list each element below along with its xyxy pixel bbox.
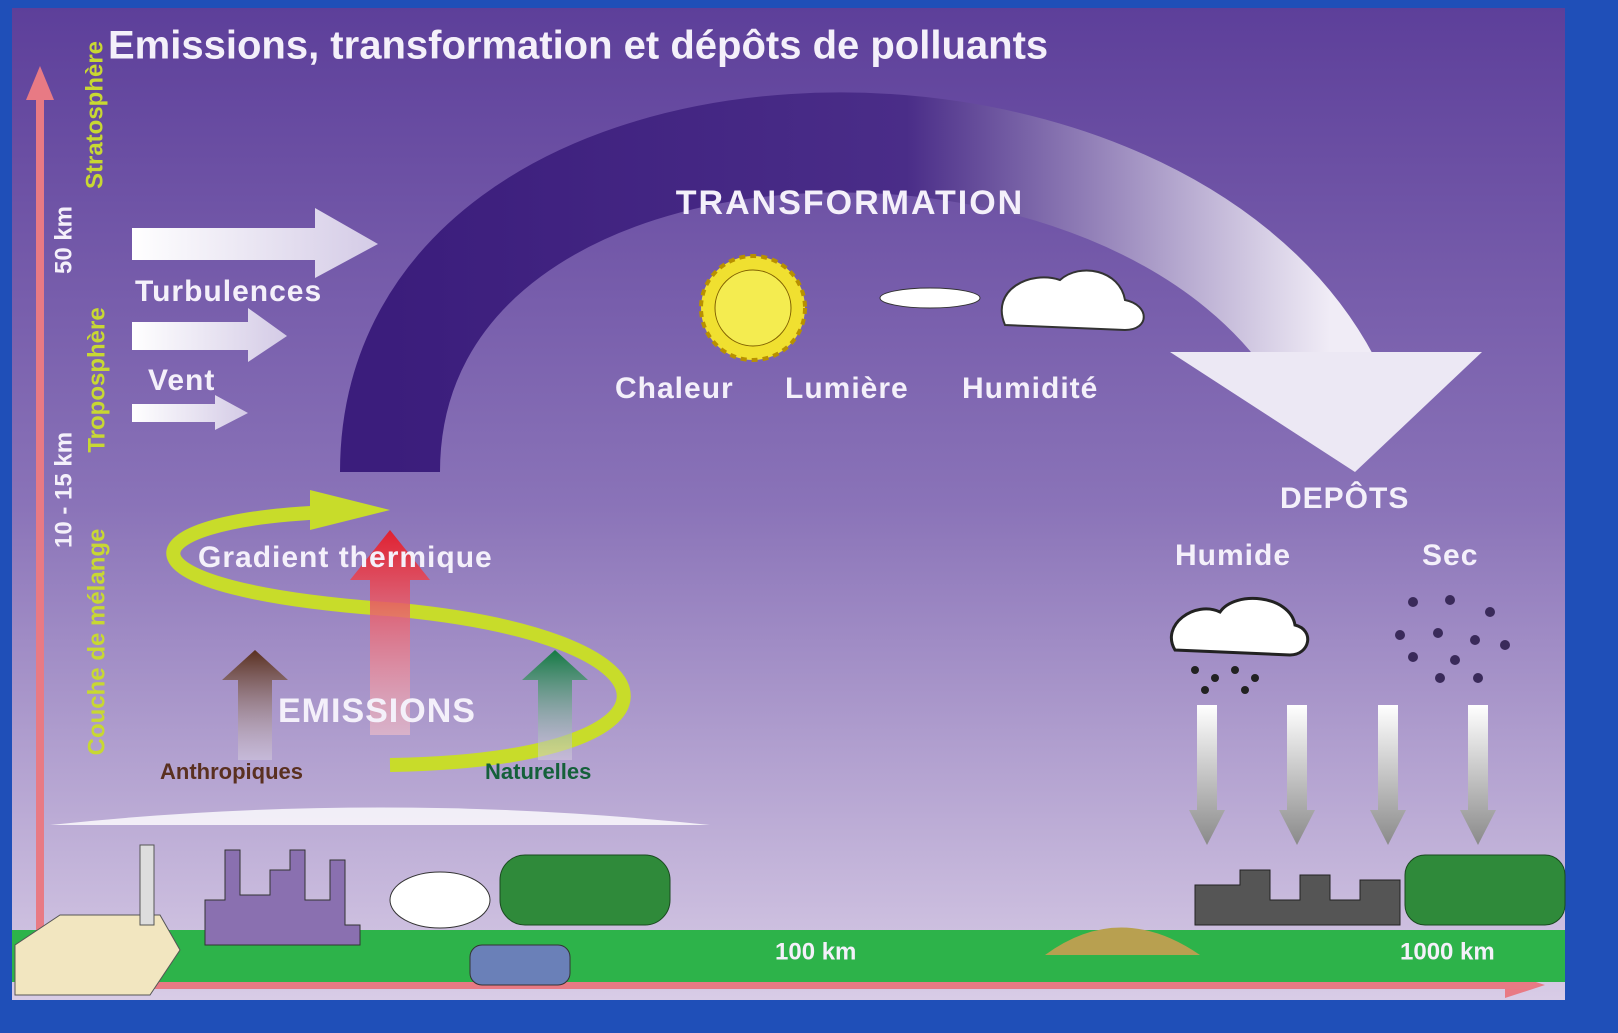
anthropic-arrow — [222, 650, 288, 760]
source-label: Anthropiques — [160, 759, 303, 784]
deposit-arrows — [1189, 705, 1496, 845]
car — [469, 944, 571, 986]
deposits-title: DEPÔTS — [1280, 481, 1409, 515]
axis-head — [26, 66, 54, 100]
rain-cloud — [1170, 597, 1310, 657]
title: Emissions, transformation et dépôts de p… — [108, 24, 1048, 68]
emissions-title: EMISSIONS — [278, 692, 476, 730]
houses — [14, 914, 181, 996]
deposit-type: Sec — [1422, 539, 1478, 572]
haze — [50, 807, 710, 825]
factor-label: Humidité — [962, 372, 1098, 405]
cloud — [1000, 269, 1145, 332]
chimney — [139, 844, 155, 926]
wind-label: Vent — [148, 364, 215, 397]
distance-label: 1000 km — [1400, 938, 1495, 965]
thermal-arrow — [350, 530, 430, 735]
troposphere-height: 10 - 15 km — [50, 432, 77, 548]
forest — [499, 854, 671, 926]
dry-particles — [1395, 595, 1510, 683]
gradient-loop — [166, 505, 631, 772]
cloud — [879, 287, 981, 309]
wind-arrow — [132, 395, 248, 430]
factor-label: Chaleur — [615, 372, 734, 405]
gradient-head — [310, 490, 390, 530]
natural-arrow — [522, 650, 588, 760]
arc-head — [1170, 352, 1482, 472]
wind-arrow — [132, 308, 287, 362]
cow — [389, 871, 491, 929]
troposphere-label: Troposphère — [83, 307, 110, 452]
field — [1045, 927, 1200, 955]
mixing-layer-label: Couche de mélange — [83, 529, 110, 756]
sun — [714, 269, 792, 347]
turbulence-label: Turbulences — [135, 275, 322, 308]
factor-label: Lumière — [785, 372, 909, 405]
stratosphere-label: Stratosphère — [81, 41, 108, 189]
turbulence-arrow — [132, 208, 378, 278]
deposit-type: Humide — [1175, 539, 1291, 572]
source-label: Naturelles — [485, 759, 591, 784]
distance-label: 100 km — [775, 938, 856, 965]
gradient-label: Gradient thermique — [198, 541, 493, 574]
forest — [1404, 854, 1566, 926]
stratosphere-height: 50 km — [50, 206, 77, 274]
transformation-arc — [340, 92, 1375, 474]
factory — [204, 849, 361, 946]
city — [1194, 869, 1401, 926]
transformation-title: TRANSFORMATION — [676, 184, 1024, 222]
raindrops — [1191, 666, 1259, 694]
